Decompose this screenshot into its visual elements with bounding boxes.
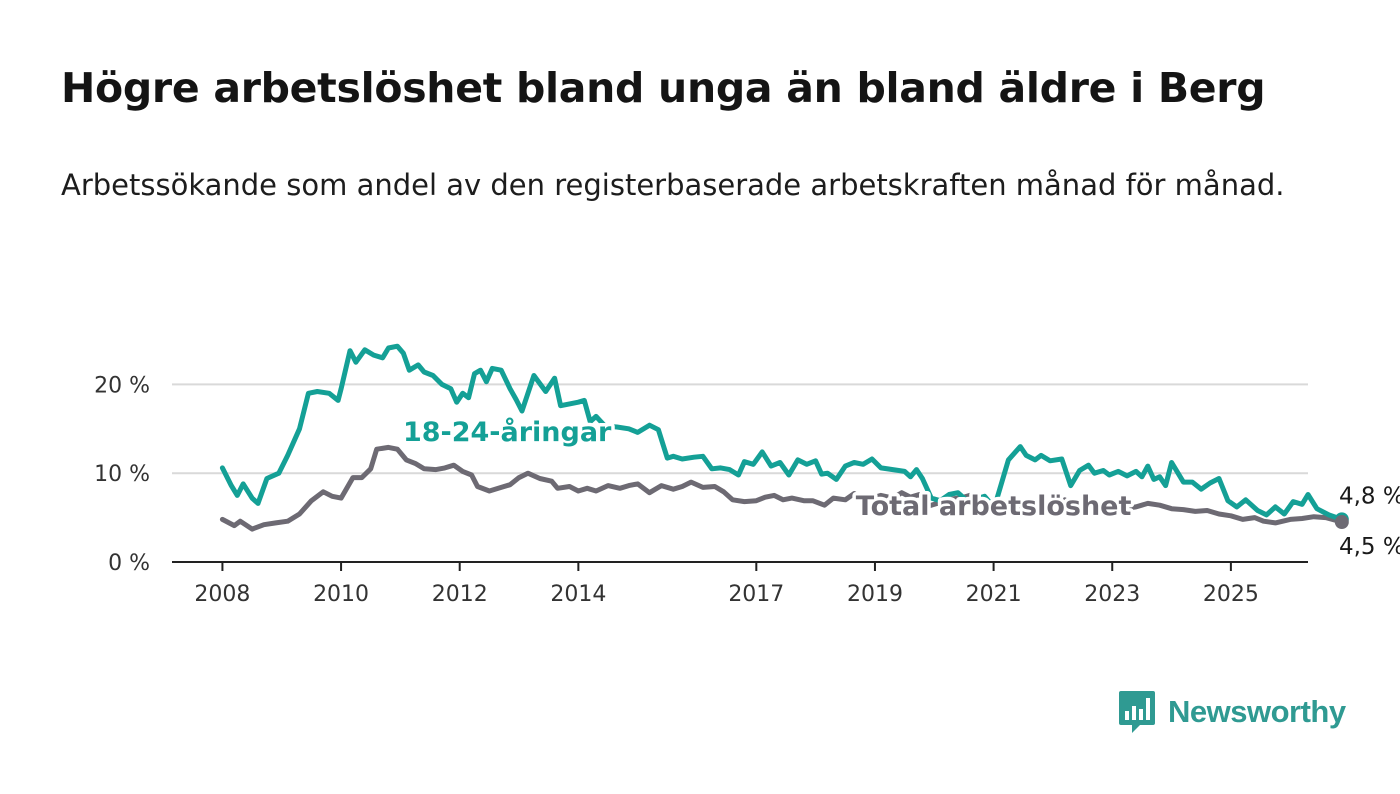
x-tick-label: 2012 [432, 582, 488, 607]
chart-subtitle: Arbetssökande som andel av den registerb… [61, 168, 1285, 202]
newsworthy-logo: Newsworthy [1118, 688, 1346, 736]
x-tick-label: 2025 [1203, 582, 1259, 607]
brand-name: Newsworthy [1168, 694, 1346, 729]
x-tick-label: 2019 [847, 582, 903, 607]
x-tick-label: 2010 [313, 582, 369, 607]
x-tick-label: 2014 [550, 582, 606, 607]
total-end-value-label: 4,5 % [1339, 534, 1400, 560]
series-lines [219, 343, 1349, 532]
youth-series-label: 18-24-åringar [403, 416, 612, 448]
grid-lines [172, 383, 1308, 475]
x-tick-label: 2023 [1084, 582, 1140, 607]
total-end-point [1334, 515, 1349, 530]
total-series-label: Total arbetslöshet [856, 491, 1132, 522]
y-tick-label: 10 % [94, 462, 150, 487]
series-labels: 18-24-åringar Total arbetslöshet 4,8 % 4,5 … [399, 413, 1400, 563]
axes: 0 % 10 % 20 % 2008 2010 2012 2014 2017 2019 2021 2… [94, 373, 1308, 607]
x-tick-label: 2008 [194, 582, 250, 607]
youth-end-value-label: 4,8 % [1339, 483, 1400, 509]
newsworthy-bars-icon [1119, 691, 1155, 733]
youth-series-line [219, 343, 1345, 522]
x-tick-label: 2021 [966, 582, 1022, 607]
y-tick-label: 20 % [94, 373, 150, 398]
total-series-line [219, 444, 1345, 532]
y-tick-label: 0 % [108, 551, 150, 576]
chart-title: Högre arbetslöshet bland unga än bland ä… [61, 64, 1266, 112]
x-tick-label: 2017 [728, 582, 784, 607]
